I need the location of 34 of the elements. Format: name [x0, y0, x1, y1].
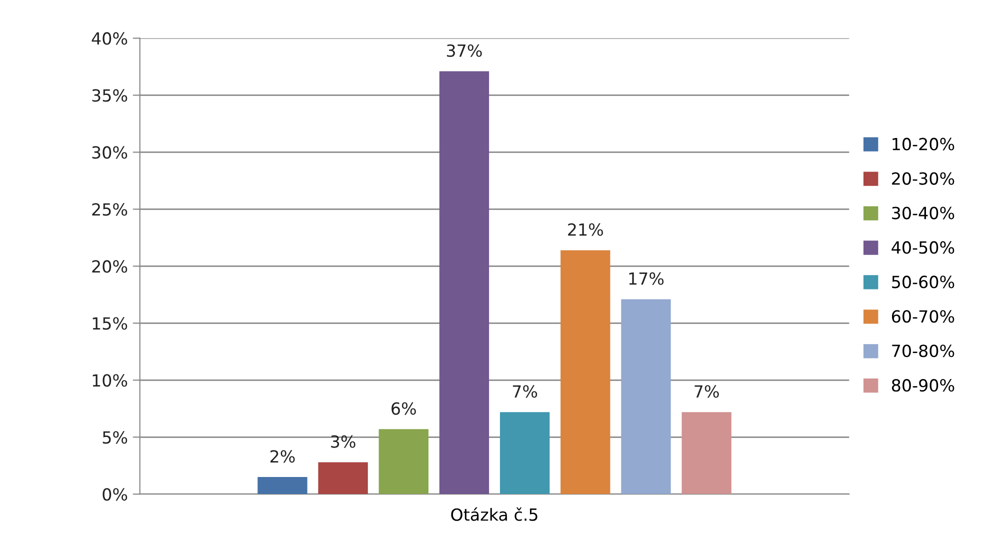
- legend-label: 40-50%: [892, 241, 954, 254]
- bar: [439, 71, 490, 494]
- data-label: 7%: [694, 385, 719, 398]
- legend-label: 50-60%: [892, 276, 954, 288]
- bar: [318, 462, 368, 494]
- legend-label: 20-30%: [892, 172, 954, 185]
- y-tick-label: 5%: [102, 431, 128, 444]
- legend-label: 80-90%: [892, 379, 954, 392]
- bar: [378, 429, 428, 494]
- data-label: 6%: [392, 402, 416, 415]
- data-label: 17%: [629, 272, 664, 285]
- bar: [560, 250, 610, 494]
- bar: [500, 412, 550, 494]
- bar: [258, 477, 308, 494]
- data-label: 2%: [270, 450, 295, 463]
- data-label: 3%: [331, 435, 356, 448]
- y-tick-label: 25%: [92, 203, 128, 216]
- y-tick-label: 20%: [92, 260, 128, 273]
- y-tick-label: 15%: [92, 317, 128, 330]
- bar: [682, 412, 732, 494]
- y-tick-label: 30%: [92, 146, 128, 159]
- y-tick-label: 10%: [92, 374, 128, 387]
- data-label: 37%: [446, 44, 482, 57]
- y-tick-label: 0%: [102, 488, 128, 501]
- legend-label: 60-70%: [892, 310, 954, 323]
- legend-label: 10-20%: [892, 138, 954, 150]
- y-tick-label: 35%: [92, 89, 128, 102]
- legend-label: 70-80%: [892, 344, 954, 358]
- data-label: 21%: [568, 223, 603, 236]
- bar: [621, 299, 671, 494]
- legend-label: 30-40%: [892, 206, 954, 220]
- data-label: 7%: [512, 385, 538, 398]
- y-tick-label: 40%: [92, 32, 128, 45]
- x-tick-label: Otázka č.5: [451, 507, 538, 521]
